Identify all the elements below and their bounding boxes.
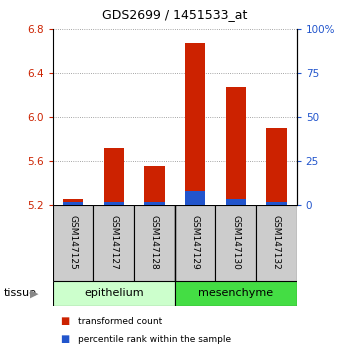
Bar	[63, 202, 83, 205]
Text: tissue: tissue	[3, 289, 36, 298]
Bar	[225, 199, 246, 205]
Text: percentile rank within the sample: percentile rank within the sample	[78, 335, 232, 344]
Bar	[185, 42, 205, 205]
Bar	[53, 281, 175, 306]
Text: ▶: ▶	[30, 289, 38, 298]
Bar	[93, 205, 134, 281]
Text: GSM147132: GSM147132	[272, 215, 281, 270]
Bar	[266, 128, 286, 205]
Text: ■: ■	[60, 316, 69, 326]
Bar	[63, 199, 83, 205]
Bar	[225, 87, 246, 205]
Bar	[256, 205, 297, 281]
Bar	[185, 192, 205, 205]
Bar	[266, 202, 286, 205]
Bar	[144, 166, 165, 205]
Bar	[104, 202, 124, 205]
Text: GSM147129: GSM147129	[191, 215, 199, 270]
Bar	[134, 205, 175, 281]
Text: GSM147127: GSM147127	[109, 215, 118, 270]
Bar	[104, 148, 124, 205]
Text: GSM147130: GSM147130	[231, 215, 240, 270]
Text: GSM147128: GSM147128	[150, 215, 159, 270]
Bar	[144, 202, 165, 205]
Bar	[175, 205, 216, 281]
Text: GSM147125: GSM147125	[69, 215, 78, 270]
Text: GDS2699 / 1451533_at: GDS2699 / 1451533_at	[102, 7, 248, 21]
Text: epithelium: epithelium	[84, 289, 144, 298]
Bar	[53, 205, 93, 281]
Text: transformed count: transformed count	[78, 316, 163, 326]
Bar	[175, 281, 297, 306]
Text: ■: ■	[60, 334, 69, 344]
Bar	[216, 205, 256, 281]
Text: mesenchyme: mesenchyme	[198, 289, 273, 298]
